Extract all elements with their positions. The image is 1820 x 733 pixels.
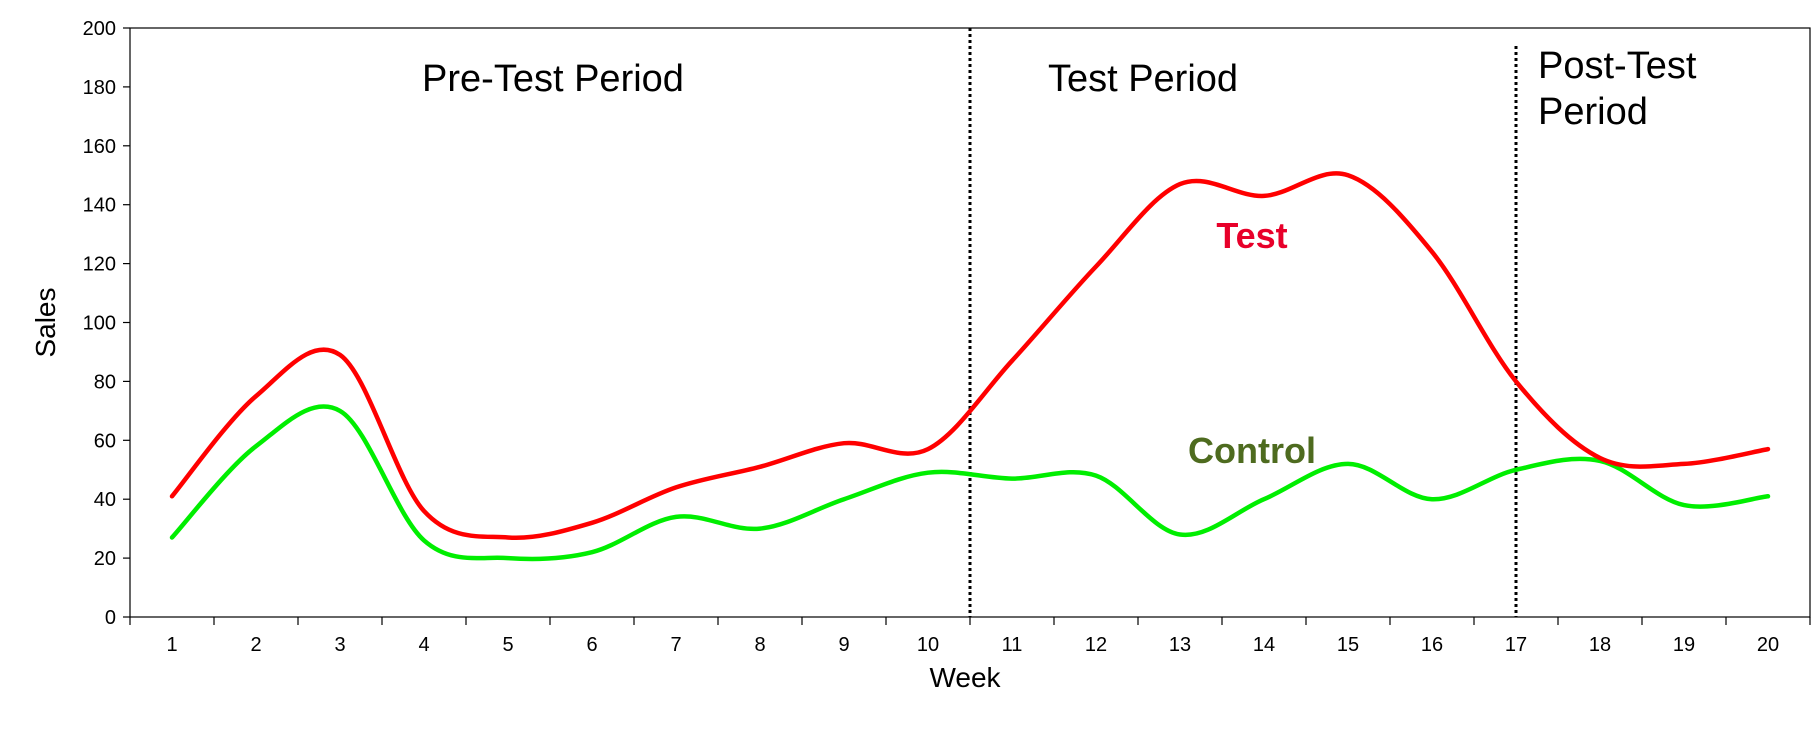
x-tick-label: 16 bbox=[1421, 634, 1443, 656]
x-tick-label: 17 bbox=[1505, 634, 1527, 656]
x-tick-label: 11 bbox=[1002, 634, 1023, 656]
x-tick-label: 7 bbox=[670, 634, 681, 656]
period-label-line: Test Period bbox=[1048, 58, 1238, 100]
y-tick-label: 180 bbox=[83, 77, 116, 99]
x-tick-label: 9 bbox=[838, 634, 849, 656]
y-tick-label: 60 bbox=[94, 430, 116, 452]
x-tick-label: 20 bbox=[1757, 634, 1779, 656]
x-tick-label: 19 bbox=[1673, 634, 1695, 656]
y-tick-label: 160 bbox=[83, 136, 116, 158]
period-label-line: Pre-Test Period bbox=[422, 58, 684, 100]
y-tick-label: 80 bbox=[94, 371, 116, 393]
period-label: Post-Test Period bbox=[1538, 45, 1697, 133]
y-tick-label: 120 bbox=[83, 254, 116, 276]
y-tick-label: 40 bbox=[94, 489, 116, 511]
x-axis-title: Week bbox=[929, 662, 1001, 693]
x-tick-label: 2 bbox=[250, 634, 261, 656]
x-tick-label: 18 bbox=[1589, 634, 1611, 656]
x-tick-label: 5 bbox=[502, 634, 513, 656]
x-tick-label: 8 bbox=[754, 634, 765, 656]
x-tick-label: 10 bbox=[917, 634, 939, 656]
y-axis-title: Sales bbox=[30, 287, 61, 357]
period-label-line: Post-Test bbox=[1538, 45, 1697, 87]
x-tick-label: 1 bbox=[166, 634, 177, 656]
x-tick-label: 15 bbox=[1337, 634, 1359, 656]
x-tick-label: 6 bbox=[586, 634, 597, 656]
x-tick-label: 4 bbox=[418, 634, 429, 656]
period-label: Pre-Test Period bbox=[422, 58, 684, 100]
y-tick-label: 20 bbox=[94, 548, 116, 570]
x-tick-label: 14 bbox=[1253, 634, 1275, 656]
series-label-test: Test bbox=[1216, 215, 1287, 256]
x-tick-label: 3 bbox=[334, 634, 345, 656]
series-line-control bbox=[169, 404, 1771, 562]
period-label: Test Period bbox=[1048, 58, 1238, 100]
y-tick-label: 100 bbox=[83, 313, 116, 335]
series-label-control: Control bbox=[1188, 430, 1316, 471]
y-tick-label: 200 bbox=[83, 18, 116, 40]
x-tick-label: 13 bbox=[1169, 634, 1191, 656]
x-tick-label: 12 bbox=[1085, 634, 1107, 656]
period-label-line: Period bbox=[1538, 91, 1648, 133]
series-line-test bbox=[169, 171, 1771, 541]
y-tick-label: 0 bbox=[105, 607, 116, 629]
y-tick-label: 140 bbox=[83, 195, 116, 217]
